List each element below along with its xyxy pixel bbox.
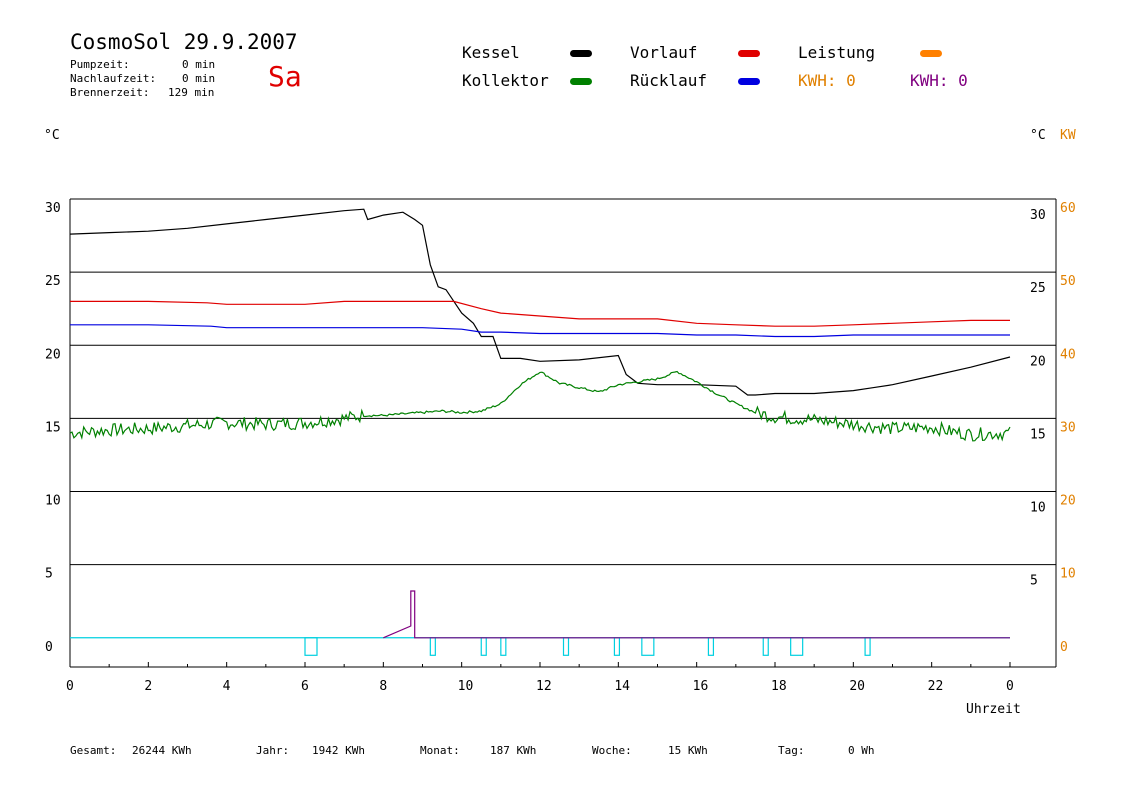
pump-event	[562, 637, 570, 656]
series-line-ruecklauf	[70, 324, 1010, 338]
x-tick-label: 22	[928, 679, 944, 694]
legend-ruecklauf-swatch	[738, 78, 760, 85]
y-tick-left: 25	[45, 274, 61, 289]
legend-kwh2-label: KWH: 0	[910, 71, 968, 90]
pump-event	[641, 637, 655, 656]
series-line-kollektor	[69, 370, 1011, 442]
pump-event	[613, 637, 621, 656]
footer-jahr-value: 1942 KWh	[312, 744, 365, 757]
x-tick-label: 16	[693, 679, 709, 694]
y-tick-right: 15	[1030, 427, 1046, 442]
y-tick-kw: 0	[1060, 640, 1068, 655]
series-line-kessel	[69, 208, 1011, 396]
legend-kwh1-label: KWH: 0	[798, 71, 856, 90]
x-tick-label: 2	[144, 679, 152, 694]
series-line-leistung	[383, 590, 1010, 639]
y-tick-left: 20	[45, 347, 61, 362]
brennerzeit-label: Brennerzeit:	[70, 86, 150, 99]
page-title: CosmoSol 29.9.2007	[70, 30, 298, 54]
y-tick-left: 5	[45, 567, 53, 582]
left-axis-unit: °C	[44, 128, 60, 143]
footer-woche-label: Woche:	[592, 744, 632, 757]
pump-event	[762, 637, 769, 656]
y-tick-right: 10	[1030, 501, 1046, 516]
y-tick-right: 30	[1030, 208, 1046, 223]
x-tick-label: 4	[223, 679, 231, 694]
weekday-label: Sa	[268, 60, 302, 93]
y-tick-kw: 20	[1060, 494, 1076, 509]
footer-tag-label: Tag:	[778, 744, 805, 757]
y-tick-right: 25	[1030, 281, 1046, 296]
footer-tag-value: 0 Wh	[848, 744, 875, 757]
legend-kollektor-swatch	[570, 78, 592, 85]
pump-event	[304, 637, 318, 656]
x-tick-label: 18	[771, 679, 787, 694]
y-tick-kw: 60	[1060, 201, 1076, 216]
legend-leistung-label: Leistung	[798, 43, 876, 62]
legend-kessel-label: Kessel	[462, 43, 520, 62]
y-tick-kw: 30	[1060, 420, 1076, 435]
y-tick-kw: 50	[1060, 274, 1076, 289]
brennerzeit-value: 129 min	[168, 86, 215, 99]
footer-gesamt-label: Gesamt:	[70, 744, 117, 757]
y-tick-left: 30	[45, 201, 61, 216]
footer-monat-value: 187 KWh	[490, 744, 537, 757]
pump-event	[429, 637, 436, 656]
pump-event	[480, 637, 487, 656]
pump-event	[864, 637, 871, 656]
x-tick-label: 0	[66, 679, 74, 694]
legend-kessel-swatch	[570, 50, 592, 57]
pump-event	[790, 637, 804, 656]
pumpzeit-value: 0 min	[182, 58, 216, 71]
series-line-vorlauf	[70, 300, 1010, 327]
x-tick-label: 10	[458, 679, 474, 694]
nachlaufzeit-value: 0 min	[182, 72, 216, 85]
y-tick-left: 15	[45, 420, 61, 435]
x-tick-label: 14	[614, 679, 630, 694]
y-tick-left: 10	[45, 494, 61, 509]
legend-ruecklauf-label: Rücklauf	[630, 71, 708, 90]
y-tick-right: 5	[1030, 574, 1038, 589]
legend-kollektor-label: Kollektor	[462, 71, 549, 90]
y-tick-right: 20	[1030, 354, 1046, 369]
x-tick-label: 0	[1006, 679, 1014, 694]
x-tick-label: 12	[536, 679, 552, 694]
footer-jahr-label: Jahr:	[256, 744, 290, 757]
pumpzeit-label: Pumpzeit:	[70, 58, 130, 71]
x-tick-label: 6	[301, 679, 309, 694]
x-tick-label: 20	[849, 679, 865, 694]
x-axis-label: Uhrzeit	[966, 702, 1021, 717]
footer-woche-value: 15 KWh	[668, 744, 708, 757]
pump-event	[500, 637, 507, 656]
x-tick-label: 8	[379, 679, 387, 694]
nachlaufzeit-label: Nachlaufzeit:	[70, 72, 157, 85]
y-tick-kw: 40	[1060, 347, 1076, 362]
legend-leistung-swatch	[920, 50, 942, 57]
footer-gesamt-value: 26244 KWh	[132, 744, 192, 757]
pump-event	[707, 637, 715, 656]
footer-monat-label: Monat:	[420, 744, 460, 757]
y-tick-kw: 10	[1060, 567, 1076, 582]
legend-vorlauf-label: Vorlauf	[630, 43, 698, 62]
y-tick-left: 0	[45, 640, 53, 655]
right-axis-unit-celsius: °C	[1030, 128, 1046, 143]
right-axis-unit-kw: KW	[1060, 128, 1076, 143]
legend-vorlauf-swatch	[738, 50, 760, 57]
